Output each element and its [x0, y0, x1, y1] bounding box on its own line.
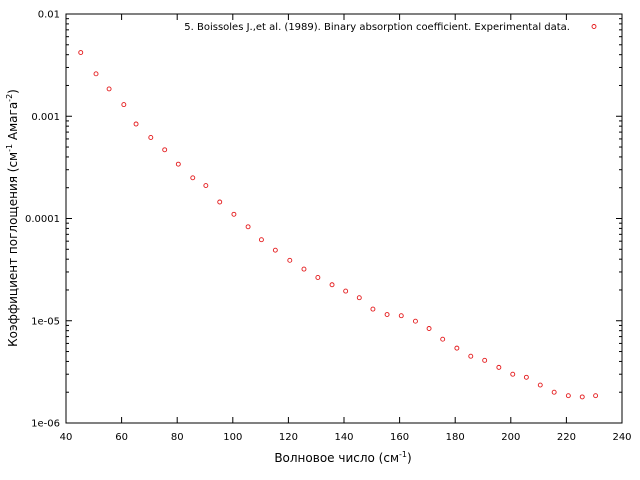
data-point — [148, 135, 154, 140]
data-point — [203, 183, 209, 189]
x-tick-label: 60 — [115, 432, 128, 443]
data-point — [356, 295, 362, 301]
plot-frame — [65, 13, 623, 424]
data-point — [121, 102, 127, 108]
data-point — [440, 336, 446, 342]
y-axis-label-end: ) — [6, 89, 20, 94]
data-point — [93, 71, 99, 77]
data-point — [468, 353, 474, 359]
data-point — [78, 50, 84, 55]
data-point — [245, 224, 251, 230]
y-tick-label: 0.01 — [38, 10, 60, 21]
y-axis-ticks: 0.01 0.001 0.0001 1e-05 1e-06 — [25, 10, 622, 430]
y-tick-label: 1e-06 — [31, 419, 60, 430]
data-point — [133, 121, 139, 127]
data-point — [315, 275, 321, 280]
legend-entry-label: 5. Boissoles J.,et al. (1989). Binary ab… — [184, 22, 570, 33]
x-axis-ticks: 40 60 80 100 120 140 160 180 200 220 240 — [60, 14, 632, 443]
data-point — [426, 326, 432, 331]
data-point — [272, 247, 278, 253]
x-axis-label-end: ) — [407, 451, 412, 465]
plot-border — [65, 13, 623, 424]
data-point — [565, 393, 571, 399]
y-tick-label: 0.0001 — [25, 214, 60, 225]
y-axis-label-main: Коэффициент поглощения (см — [6, 152, 20, 347]
data-point — [190, 175, 196, 181]
y-axis-label-mid: Амага — [6, 102, 20, 144]
data-point — [287, 257, 293, 263]
y-axis-label-sup1: -1 — [5, 144, 14, 152]
data-point — [175, 161, 181, 167]
x-tick-label: 240 — [612, 432, 631, 443]
data-point — [258, 237, 264, 243]
legend-marker — [591, 24, 597, 29]
x-axis-label: Волновое число (см-1) — [274, 450, 411, 465]
x-tick-label: 140 — [334, 432, 353, 443]
data-point — [593, 393, 599, 399]
y-axis-label-sup2: -2 — [5, 94, 14, 102]
x-tick-label: 220 — [557, 432, 576, 443]
data-point — [412, 318, 418, 324]
x-tick-label: 200 — [501, 432, 520, 443]
data-points — [78, 50, 599, 400]
x-axis-label-sup: -1 — [399, 450, 407, 459]
data-point — [329, 282, 335, 288]
x-tick-label: 180 — [446, 432, 465, 443]
legend: 5. Boissoles J.,et al. (1989). Binary ab… — [184, 22, 597, 33]
data-point — [510, 371, 516, 377]
data-point — [231, 211, 237, 217]
data-point — [398, 313, 404, 319]
y-tick-label: 1e-05 — [31, 316, 60, 327]
data-point — [523, 374, 529, 380]
data-point — [301, 266, 307, 272]
data-point — [384, 312, 390, 317]
data-point — [162, 147, 168, 153]
data-point — [217, 199, 223, 205]
data-point — [482, 357, 488, 363]
x-tick-label: 80 — [171, 432, 184, 443]
data-point — [579, 394, 585, 400]
data-point — [454, 345, 460, 351]
x-axis-label-main: Волновое число (см — [274, 451, 399, 465]
y-axis-label: Коэффициент поглощения (см-1 Амага-2) — [5, 89, 20, 347]
x-tick-label: 120 — [279, 432, 298, 443]
data-point — [537, 382, 543, 388]
data-point — [496, 364, 502, 370]
y-tick-label: 0.001 — [31, 112, 60, 123]
x-tick-label: 100 — [223, 432, 242, 443]
data-point — [343, 288, 349, 294]
data-point — [106, 86, 112, 92]
x-tick-label: 40 — [60, 432, 73, 443]
x-tick-label: 160 — [390, 432, 409, 443]
data-point — [370, 306, 376, 312]
data-point — [551, 389, 557, 395]
